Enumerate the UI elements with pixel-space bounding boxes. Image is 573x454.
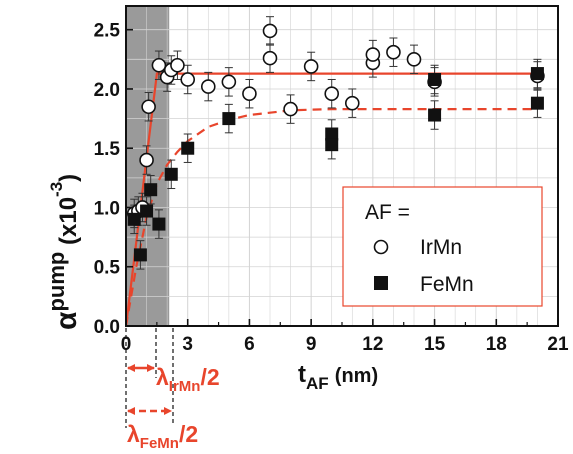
data-point-femn [140, 204, 154, 218]
y-label-close: ) [55, 174, 82, 182]
x-tick-label: 6 [244, 334, 255, 355]
x-tick-label: 15 [424, 334, 446, 355]
lambda-annotations: λIrMn/2 λFeMn/2 [125, 328, 220, 452]
data-point-irmn [303, 59, 319, 74]
lambda-femn-arrowhead-left [127, 407, 135, 415]
legend-entry-irmn: IrMn [420, 236, 462, 259]
lambda-irmn-label: λIrMn/2 [156, 364, 220, 395]
data-point-femn [127, 212, 141, 226]
data-point-femn [530, 67, 544, 81]
data-point-irmn [221, 74, 237, 90]
data-point-irmn [139, 152, 154, 168]
data-point-irmn [242, 86, 257, 102]
data-point-femn [325, 127, 339, 141]
data-points [126, 23, 545, 262]
data-point-femn [164, 167, 178, 181]
data-point-irmn [200, 79, 216, 94]
legend-square-marker [374, 276, 388, 290]
legend-title: AF = [365, 201, 410, 224]
y-tick-label: 2.5 [94, 21, 121, 42]
data-point-femn [133, 248, 147, 262]
data-point-irmn [151, 57, 167, 73]
x-tick-label: 3 [182, 334, 193, 355]
lambda-irmn-arrowhead-right [147, 364, 155, 372]
data-point-femn [222, 112, 236, 126]
lambda-femn-label: λFeMn/2 [127, 421, 198, 452]
data-point-irmn [386, 44, 401, 60]
data-point-irmn [344, 95, 360, 111]
y-label-exp: -3 [47, 182, 66, 197]
axis-ticks: 0 3 6 9 12 15 18 210.00.51.01.52.02.5 [94, 21, 569, 355]
data-point-femn [325, 138, 339, 152]
data-point-irmn [262, 50, 278, 66]
y-tick-label: 0.0 [94, 317, 120, 338]
x-tick-label: 18 [486, 334, 507, 355]
y-tick-label: 1.5 [94, 139, 121, 160]
data-point-irmn [262, 23, 278, 39]
legend-circle-marker [373, 239, 389, 255]
data-point-irmn [365, 47, 381, 62]
data-point-irmn [283, 101, 298, 117]
y-label-main: α [50, 311, 83, 330]
data-point-femn [152, 217, 166, 231]
x-axis-label: tAF (nm) [298, 361, 378, 393]
data-point-irmn [170, 57, 185, 73]
y-label-unit: (x10 [55, 197, 82, 245]
y-label-sup: pump [44, 252, 69, 312]
data-point-femn [428, 108, 442, 122]
x-label-sub: AF [306, 374, 329, 393]
y-tick-label: 2.0 [94, 80, 120, 101]
data-point-femn [428, 72, 442, 86]
lambda-femn-arrowhead-right [164, 407, 172, 415]
legend: AF = IrMn FeMn [342, 186, 543, 307]
x-tick-label: 9 [306, 334, 317, 355]
data-point-femn [144, 183, 158, 197]
legend-entry-femn: FeMn [420, 273, 474, 296]
x-tick-label: 21 [547, 334, 569, 355]
data-point-irmn [180, 72, 196, 87]
data-point-irmn [324, 86, 340, 102]
data-point-femn [181, 141, 195, 155]
data-point-irmn [141, 99, 156, 115]
x-tick-label: 12 [362, 334, 383, 355]
x-label-main: t [298, 361, 306, 388]
y-axis-label: αpump (x10-3) [44, 174, 83, 330]
lambda-irmn-arrowhead-left [127, 364, 135, 372]
x-label-unit: (nm) [335, 365, 378, 387]
y-tick-label: 1.0 [94, 198, 120, 219]
data-point-irmn [406, 52, 422, 67]
y-tick-label: 0.5 [94, 258, 121, 279]
data-point-femn [530, 96, 544, 110]
